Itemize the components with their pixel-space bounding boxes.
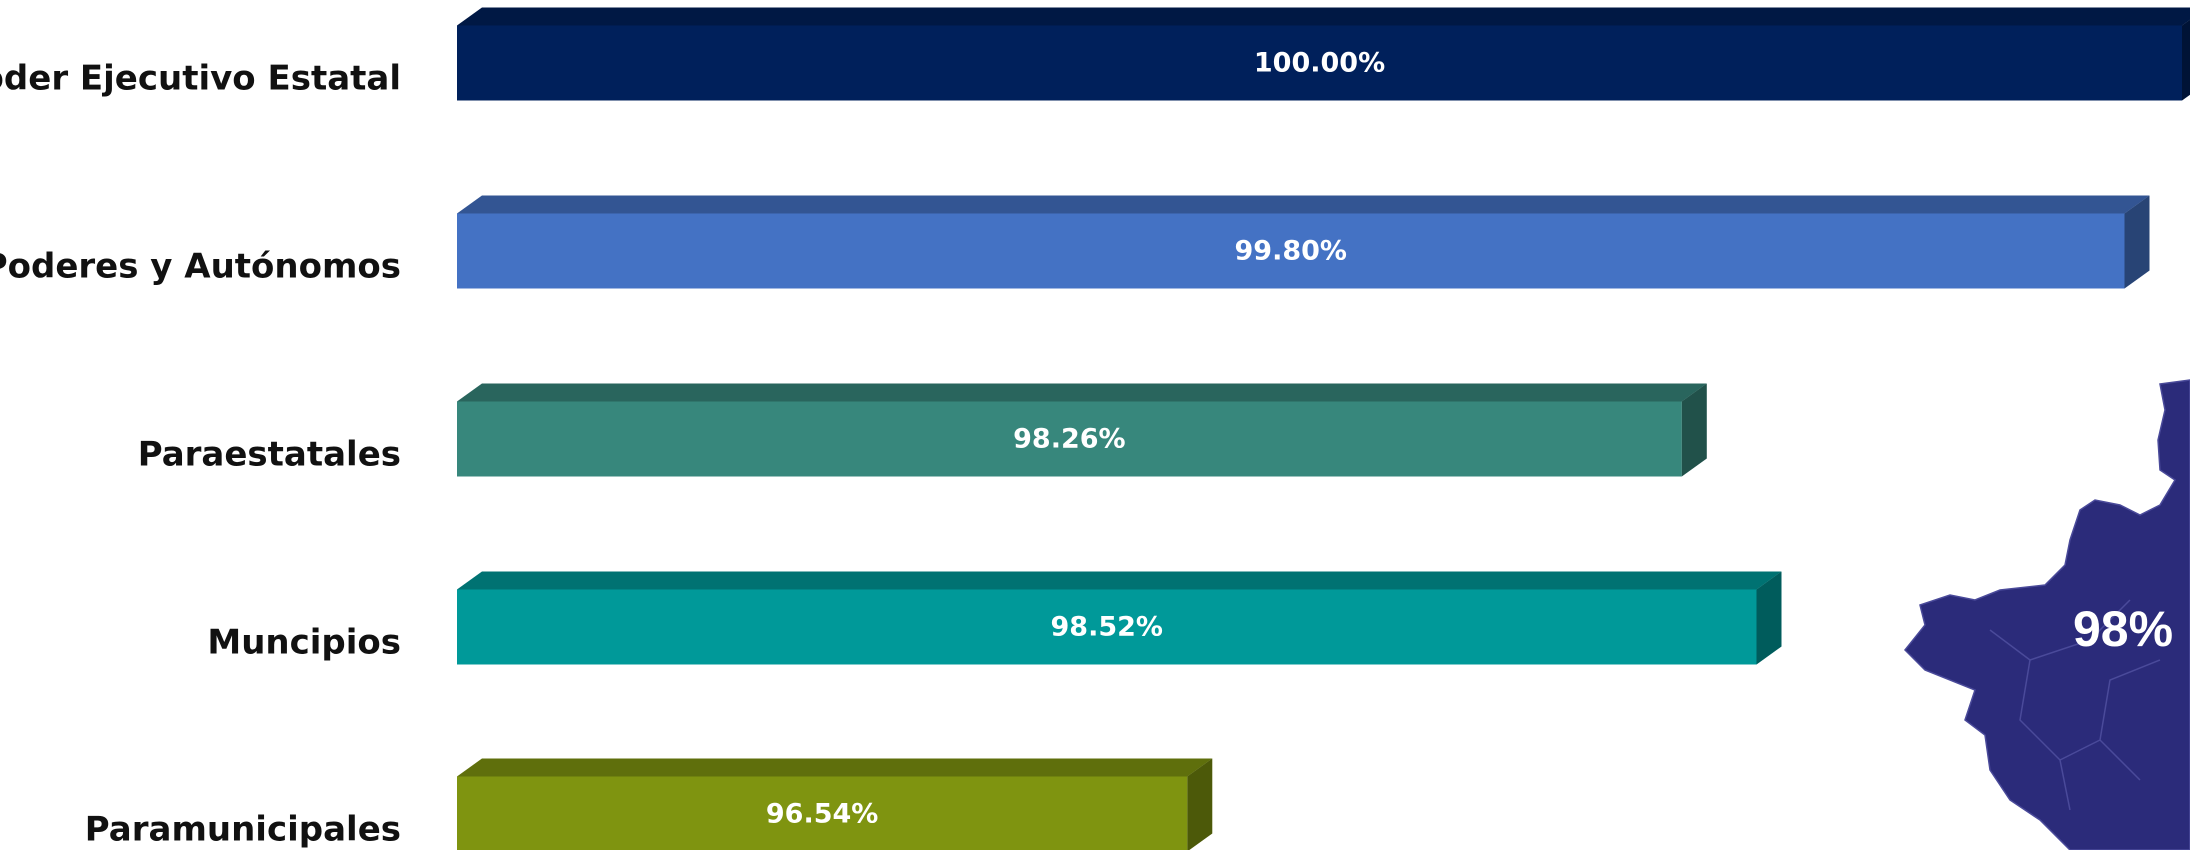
bar-top-shade — [457, 383, 1707, 402]
bar-top-shade — [457, 195, 2150, 214]
category-label: Poderes y Autónomos — [0, 247, 401, 287]
bar-side-shade — [1681, 383, 1707, 477]
map-borders — [1989, 599, 2161, 811]
category-label: Paraestatales — [138, 435, 401, 475]
map-annotation: 98% — [2073, 601, 2173, 657]
bar-side — [2182, 19, 2190, 101]
bar-side — [1756, 571, 1782, 665]
bar-top — [457, 758, 1213, 777]
bar — [457, 776, 1188, 850]
bar-group: 98.26% — [457, 383, 1707, 477]
bar — [457, 401, 1682, 477]
value-label: 98.26% — [1013, 424, 1125, 455]
bar-side-shade — [2182, 19, 2190, 101]
bar-group: 98.52% — [457, 571, 1782, 665]
bar-side — [1681, 383, 1707, 477]
bar-top — [457, 571, 1782, 590]
bar-group: 99.80% — [457, 195, 2150, 289]
bar — [457, 213, 2125, 289]
category-label: Paramunicipales — [85, 810, 401, 850]
value-label: 99.80% — [1235, 236, 1347, 267]
bar-side — [2124, 195, 2150, 289]
bar-top — [457, 195, 2150, 214]
bar — [457, 589, 1757, 665]
bar-top-shade — [457, 571, 1782, 590]
value-label: 96.54% — [766, 799, 878, 830]
bar-top-shade — [457, 758, 1213, 777]
bar-side-shade — [2124, 195, 2150, 289]
category-label: Poder Ejecutivo Estatal — [0, 59, 401, 99]
map-shape — [1903, 379, 2190, 850]
bar-side-shade — [1187, 758, 1213, 850]
bar-top — [457, 7, 2190, 26]
bar-side-shade — [1756, 571, 1782, 665]
bar — [457, 25, 2182, 101]
bar-group: 100.00% — [457, 7, 2190, 101]
map-icon: 98% — [1903, 379, 2190, 850]
bar-top-shade — [457, 7, 2190, 26]
category-label: Muncipios — [207, 623, 401, 663]
value-label: 100.00% — [1254, 48, 1385, 79]
bar-top — [457, 383, 1707, 402]
value-label: 98.52% — [1051, 612, 1163, 643]
bar-group: 96.54% — [457, 758, 1213, 850]
bar-side — [1187, 758, 1213, 850]
